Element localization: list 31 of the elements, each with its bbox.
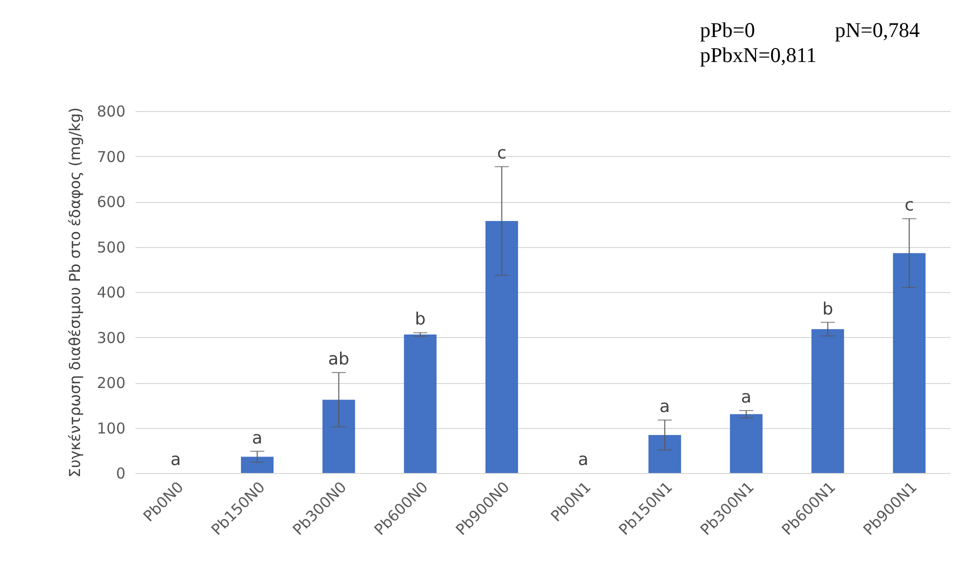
y-axis-title: Συγκέντρωση διαθέσιμου Pb στο έδαφος (mg/kg)	[66, 107, 84, 478]
y-tick-label: 100	[96, 419, 126, 438]
bar	[648, 434, 682, 473]
annotation: a	[578, 450, 588, 470]
text: pN=0,784	[835, 18, 920, 42]
bar	[811, 329, 844, 473]
y-tick-label: 600	[96, 193, 126, 211]
y-tick-label: 0	[116, 464, 126, 482]
y-tick-label: 800	[96, 102, 126, 120]
bar	[892, 253, 926, 473]
annotation: b	[414, 310, 426, 330]
annotation: c	[497, 144, 506, 164]
annotation: c	[904, 196, 914, 216]
text: pPb=0	[700, 18, 756, 42]
bar	[240, 456, 274, 473]
annotation: a	[660, 397, 670, 418]
y-tick-label: 300	[96, 328, 126, 347]
bar	[730, 414, 763, 473]
y-tick-label: 200	[96, 374, 126, 392]
annotation: a	[741, 388, 752, 408]
y-tick-label: 400	[96, 284, 126, 302]
text: pPbxN=0,811	[700, 43, 817, 67]
bar	[404, 334, 437, 473]
y-tick-label: 700	[96, 148, 126, 166]
bar	[485, 220, 518, 473]
bar	[322, 400, 356, 473]
annotation: a	[170, 450, 181, 470]
annotation: a	[252, 428, 262, 448]
annotation: b	[822, 299, 834, 320]
y-tick-label: 500	[96, 238, 126, 256]
annotation: ab	[328, 350, 350, 370]
